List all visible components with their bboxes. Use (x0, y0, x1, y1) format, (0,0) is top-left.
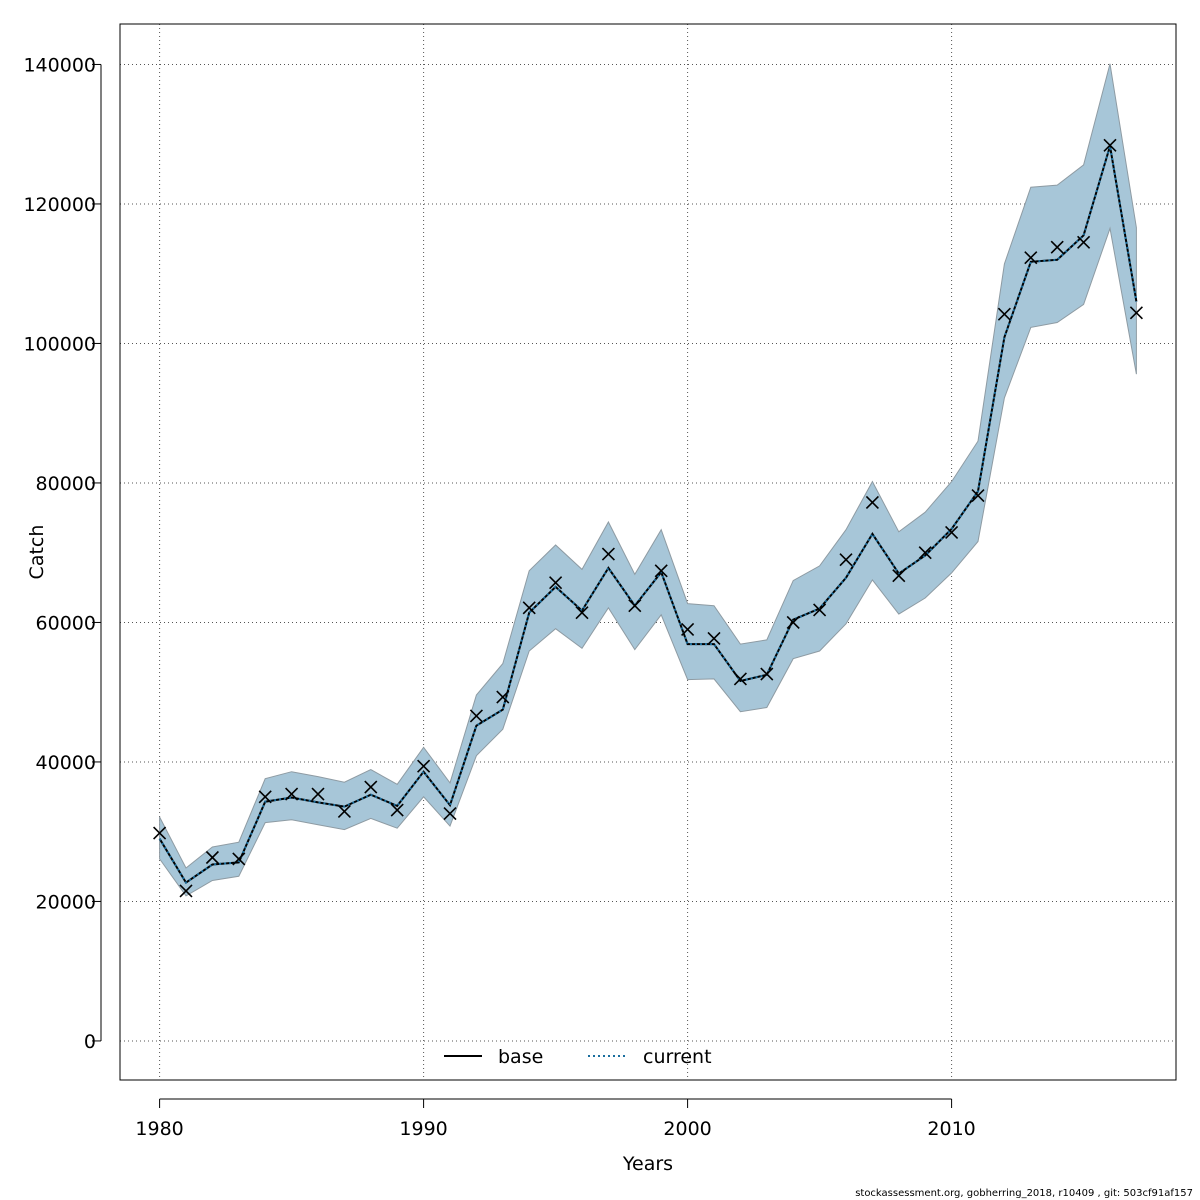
legend-current-label: current (643, 1046, 712, 1068)
observed-point (628, 599, 642, 613)
observed-point (1077, 235, 1091, 249)
x-tick-label: 1980 (135, 1118, 183, 1140)
observed-point (601, 547, 615, 561)
observed-point (496, 690, 510, 704)
y-axis-title: Catch (26, 525, 48, 580)
y-tick-label: 80000 (36, 473, 96, 495)
observed-point (813, 603, 827, 617)
y-tick-label: 120000 (23, 194, 96, 216)
observed-point (311, 787, 325, 801)
observed-point (1050, 240, 1064, 254)
observed-point (232, 852, 246, 866)
observed-point (575, 606, 589, 620)
x-tick-label: 2000 (663, 1118, 711, 1140)
plot-frame (119, 23, 1177, 1081)
observed-point (258, 790, 272, 804)
observed-point (945, 525, 959, 540)
observed-point (1103, 138, 1117, 152)
observed-point (285, 787, 299, 801)
observed-point (997, 307, 1011, 321)
y-tick-label: 40000 (36, 752, 96, 774)
observed-point (549, 576, 563, 590)
observed-point (865, 495, 879, 510)
observed-point (364, 780, 378, 794)
observed-point (179, 884, 193, 898)
series-lines (158, 145, 1138, 885)
observed-point (417, 759, 431, 773)
observed-point (390, 803, 404, 817)
x-axis-title: Years (622, 1153, 673, 1175)
y-tick-label: 0 (84, 1031, 96, 1053)
observed-point (1024, 251, 1038, 265)
observed-point (892, 569, 906, 583)
observed-markers (153, 138, 1143, 898)
observed-point (681, 622, 695, 636)
y-tick-label: 60000 (36, 612, 96, 634)
legend: base current (444, 1046, 712, 1068)
confidence-band (159, 63, 1137, 897)
observed-point (522, 601, 536, 615)
series-line-base (158, 145, 1138, 885)
observed-point (918, 546, 932, 560)
observed-point (654, 564, 668, 578)
observed-point (707, 631, 721, 646)
observed-point (153, 826, 167, 840)
observed-point (839, 553, 853, 567)
y-tick-label: 100000 (23, 333, 96, 355)
observed-point (733, 672, 747, 686)
observed-point (337, 804, 351, 819)
confidence-band-area (159, 63, 1137, 897)
observed-point (786, 615, 800, 630)
observed-point (205, 850, 219, 865)
x-tick-label: 1990 (399, 1118, 447, 1140)
x-tick-label: 2010 (927, 1118, 975, 1140)
footer-credit: stockassessment.org, gobherring_2018, r1… (855, 1188, 1193, 1199)
axes: 1980 1990 2000 2010 0 20000 40000 60000 80000 100… (23, 54, 975, 1140)
observed-point (1129, 306, 1143, 320)
y-tick-label: 140000 (23, 54, 96, 76)
observed-point (971, 488, 985, 503)
observed-point (760, 667, 774, 681)
y-tick-label: 20000 (36, 891, 96, 913)
legend-base-label: base (498, 1046, 543, 1068)
observed-point (443, 806, 457, 821)
observed-point (469, 709, 483, 723)
